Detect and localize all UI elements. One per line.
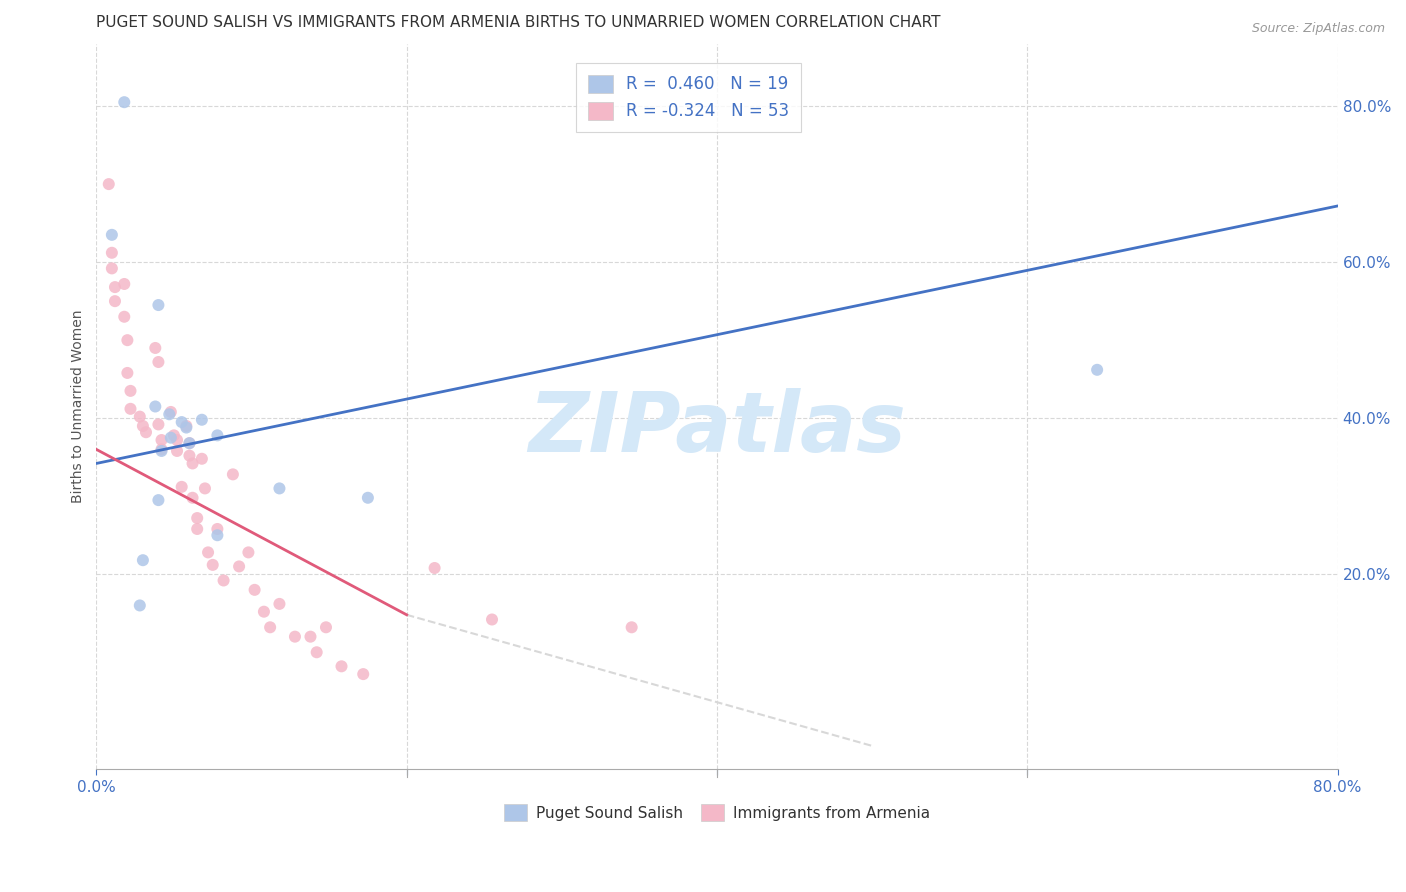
Point — [135, 425, 157, 440]
Point — [143, 341, 166, 355]
Point — [157, 407, 180, 421]
Point — [163, 428, 186, 442]
Point — [104, 294, 127, 309]
Point — [101, 245, 124, 260]
Point — [179, 449, 201, 463]
Point — [269, 597, 291, 611]
Point — [128, 599, 150, 613]
Point — [101, 227, 124, 242]
Point — [112, 310, 135, 324]
Point — [170, 480, 193, 494]
Point — [620, 620, 643, 634]
Text: ZIPatlas: ZIPatlas — [529, 388, 905, 469]
Point — [128, 409, 150, 424]
Point — [253, 605, 276, 619]
Point — [143, 400, 166, 414]
Point — [97, 177, 120, 191]
Point — [194, 482, 217, 496]
Point — [150, 444, 173, 458]
Point — [117, 366, 139, 380]
Point — [176, 420, 198, 434]
Point — [104, 280, 127, 294]
Point — [132, 419, 155, 434]
Point — [238, 545, 260, 559]
Text: PUGET SOUND SALISH VS IMMIGRANTS FROM ARMENIA BIRTHS TO UNMARRIED WOMEN CORRELAT: PUGET SOUND SALISH VS IMMIGRANTS FROM AR… — [97, 15, 941, 30]
Point — [259, 620, 281, 634]
Point — [222, 467, 245, 482]
Point — [207, 522, 229, 536]
Point — [1085, 363, 1108, 377]
Point — [186, 511, 208, 525]
Point — [150, 442, 173, 457]
Point — [228, 559, 250, 574]
Legend: Puget Sound Salish, Immigrants from Armenia: Puget Sound Salish, Immigrants from Arme… — [498, 798, 936, 827]
Point — [269, 482, 291, 496]
Point — [284, 630, 307, 644]
Point — [181, 491, 204, 505]
Point — [305, 645, 328, 659]
Point — [101, 261, 124, 276]
Point — [315, 620, 337, 634]
Point — [112, 95, 135, 110]
Point — [176, 419, 198, 434]
Point — [197, 545, 219, 559]
Text: Source: ZipAtlas.com: Source: ZipAtlas.com — [1251, 22, 1385, 36]
Point — [148, 298, 170, 312]
Point — [186, 522, 208, 536]
Point — [166, 433, 188, 447]
Point — [212, 574, 235, 588]
Point — [352, 667, 374, 681]
Point — [120, 384, 142, 398]
Point — [191, 451, 214, 466]
Point — [112, 277, 135, 291]
Point — [191, 413, 214, 427]
Point — [481, 613, 503, 627]
Point — [117, 333, 139, 347]
Point — [243, 582, 266, 597]
Point — [207, 528, 229, 542]
Point — [179, 436, 201, 450]
Point — [207, 428, 229, 442]
Point — [299, 630, 322, 644]
Point — [357, 491, 380, 505]
Point — [201, 558, 224, 572]
Point — [179, 436, 201, 450]
Point — [132, 553, 155, 567]
Point — [159, 431, 181, 445]
Point — [148, 355, 170, 369]
Point — [170, 415, 193, 429]
Point — [423, 561, 446, 575]
Point — [166, 444, 188, 458]
Point — [120, 401, 142, 416]
Point — [181, 457, 204, 471]
Point — [148, 417, 170, 432]
Y-axis label: Births to Unmarried Women: Births to Unmarried Women — [72, 310, 86, 503]
Point — [330, 659, 353, 673]
Point — [159, 405, 181, 419]
Point — [148, 493, 170, 508]
Point — [150, 433, 173, 447]
